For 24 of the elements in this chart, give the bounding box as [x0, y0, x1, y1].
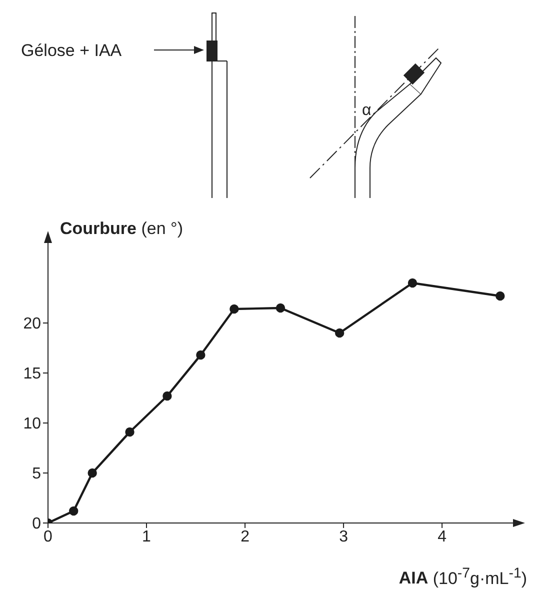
- y-tick-label: 15: [23, 366, 42, 383]
- x-axis-title: AIA (10$^{-7}$g·mL$^{-1}$): [398, 565, 527, 588]
- text: α: [362, 102, 372, 119]
- point: [276, 303, 286, 313]
- point: [496, 291, 505, 301]
- y-tick-label: 20: [23, 316, 42, 333]
- x-tick-label: 0: [44, 528, 53, 546]
- point: [196, 350, 206, 360]
- point: [69, 506, 78, 516]
- y-axis-title: Courbure (en °): [60, 219, 183, 238]
- text: Gélose + IAA: [21, 41, 122, 60]
- y-tick-label: 0: [32, 516, 42, 533]
- x-tick-label: 4: [438, 528, 447, 546]
- point: [230, 304, 239, 314]
- y-tick-label: 5: [32, 466, 42, 483]
- point: [88, 468, 97, 478]
- x-tick-label: 1: [142, 528, 152, 546]
- point: [334, 328, 344, 338]
- x-tick-label: 3: [339, 528, 348, 546]
- point: [125, 427, 134, 437]
- y-tick-label: 10: [23, 416, 42, 433]
- point: [408, 278, 418, 288]
- point: [162, 391, 172, 401]
- x-tick-label: 2: [240, 528, 250, 546]
